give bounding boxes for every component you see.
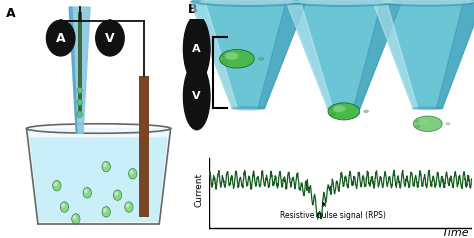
Bar [139, 76, 149, 217]
Ellipse shape [199, 0, 298, 5]
Circle shape [125, 202, 133, 212]
Circle shape [83, 188, 91, 198]
Ellipse shape [381, 0, 474, 5]
Circle shape [126, 203, 129, 208]
Circle shape [219, 50, 254, 68]
Text: A: A [56, 32, 65, 45]
Circle shape [60, 202, 69, 212]
Circle shape [84, 189, 88, 193]
Circle shape [333, 105, 346, 112]
Circle shape [115, 191, 118, 196]
Circle shape [77, 99, 82, 106]
Circle shape [413, 116, 442, 131]
Circle shape [102, 207, 110, 217]
Text: A: A [6, 7, 15, 20]
Polygon shape [437, 2, 474, 108]
Polygon shape [286, 2, 333, 108]
Circle shape [330, 107, 335, 110]
Polygon shape [373, 2, 418, 108]
Circle shape [113, 190, 122, 200]
Circle shape [330, 113, 335, 116]
Circle shape [222, 54, 228, 57]
Circle shape [77, 87, 82, 94]
Circle shape [128, 169, 137, 179]
Polygon shape [354, 2, 402, 108]
Circle shape [222, 61, 228, 63]
Text: Resistive pulse signal (RPS): Resistive pulse signal (RPS) [280, 203, 385, 220]
Circle shape [415, 125, 420, 128]
Circle shape [103, 208, 107, 212]
Circle shape [77, 111, 82, 118]
Ellipse shape [373, 0, 474, 7]
Circle shape [418, 118, 429, 124]
Circle shape [72, 214, 80, 224]
Polygon shape [30, 138, 167, 221]
Ellipse shape [295, 0, 393, 5]
Circle shape [183, 15, 210, 82]
Circle shape [328, 103, 360, 120]
Circle shape [46, 20, 75, 56]
Circle shape [130, 170, 133, 174]
Polygon shape [286, 2, 402, 108]
Polygon shape [27, 129, 171, 224]
Circle shape [73, 215, 76, 219]
Text: Time: Time [441, 228, 469, 238]
Circle shape [446, 123, 450, 125]
Polygon shape [191, 2, 237, 108]
Ellipse shape [231, 106, 266, 110]
Ellipse shape [412, 106, 444, 110]
Text: V: V [192, 91, 201, 101]
Polygon shape [373, 2, 474, 108]
Polygon shape [191, 2, 306, 108]
Polygon shape [258, 2, 306, 108]
Circle shape [259, 57, 264, 60]
Text: Current: Current [194, 173, 203, 208]
Text: V: V [105, 32, 115, 45]
Circle shape [103, 163, 107, 167]
Ellipse shape [286, 0, 402, 7]
Circle shape [183, 63, 210, 130]
Ellipse shape [191, 0, 306, 7]
Circle shape [364, 110, 369, 113]
Text: B: B [188, 3, 197, 16]
Circle shape [415, 120, 420, 122]
Circle shape [96, 20, 124, 56]
Circle shape [53, 180, 61, 191]
Text: A: A [192, 44, 201, 54]
Ellipse shape [327, 106, 361, 110]
Polygon shape [69, 7, 90, 133]
Polygon shape [69, 7, 77, 133]
Circle shape [54, 182, 57, 186]
Circle shape [62, 203, 65, 208]
Circle shape [102, 161, 110, 172]
Bar [78, 12, 82, 114]
Circle shape [225, 52, 238, 60]
